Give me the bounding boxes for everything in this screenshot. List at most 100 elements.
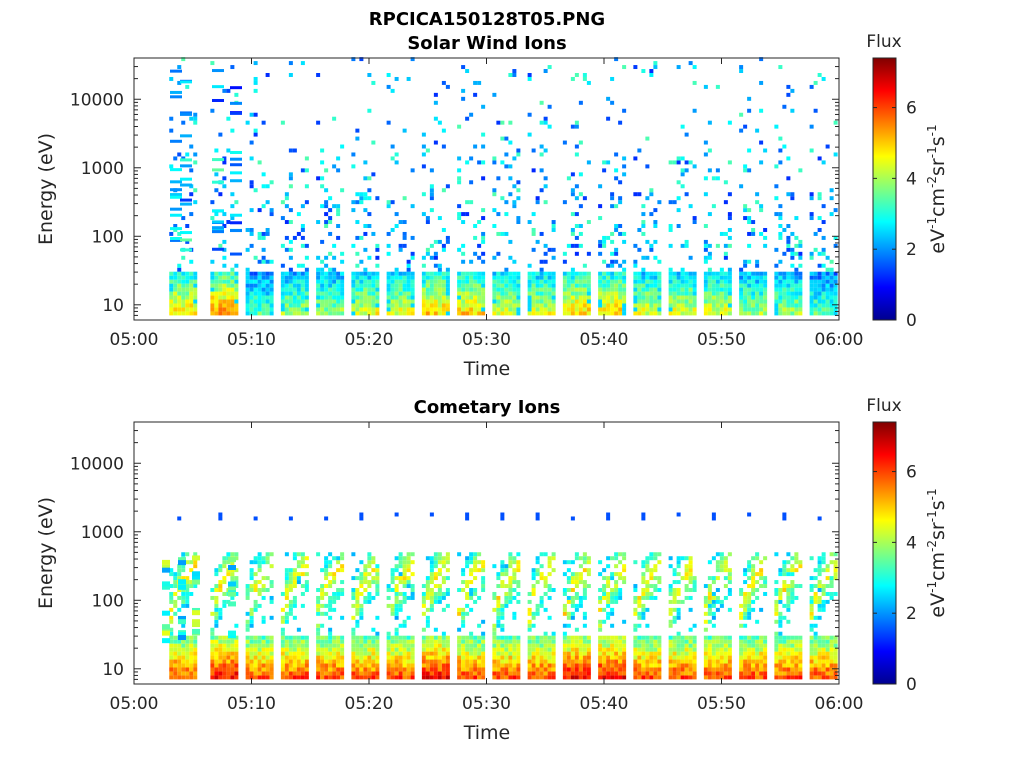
heatmap-cell [622,108,627,113]
heatmap-cell [551,663,556,668]
heatmap-cell [170,180,182,184]
heatmap-cell [715,647,720,652]
heatmap-cell [481,631,486,636]
heatmap-cell [394,659,399,664]
heatmap-cell [284,295,289,300]
heatmap-cell [618,196,623,201]
heatmap-cell [425,623,430,628]
heatmap-cell [778,291,783,296]
heatmap-cell [606,643,611,648]
heatmap-cell [751,227,756,232]
heatmap-cell [692,287,697,292]
heatmap-cell [390,227,395,232]
heatmap-cell [743,675,748,680]
heatmap-cell [421,603,426,608]
heatmap-cell [743,655,748,660]
heatmap-cell [181,599,186,604]
heatmap-cell [500,299,505,304]
heatmap-cell [676,295,681,300]
heatmap-cell [602,243,607,248]
heatmap-cell [562,271,567,276]
heatmap-cell [516,599,521,604]
heatmap-cell [433,627,438,632]
heatmap-cell [429,275,434,280]
heatmap-cell [177,271,182,276]
heatmap-cell [461,259,466,264]
heatmap-cell [778,212,783,217]
heatmap-cell [465,287,470,292]
heatmap-cell [437,552,442,557]
heatmap-cell [790,283,795,288]
heatmap-cell [218,643,223,648]
heatmap-cell [425,220,430,225]
heatmap-cell [794,283,799,288]
heatmap-cell [173,671,178,676]
heatmap-cell [574,603,579,608]
heatmap-cell [386,655,391,660]
heatmap-cell [230,65,235,70]
heatmap-cell [398,639,403,644]
heatmap-cell [786,595,791,600]
heatmap-cell [551,659,556,664]
heatmap-cell [300,227,305,232]
heatmap-cell [234,580,239,585]
heatmap-cell [633,663,638,668]
heatmap-cell [181,595,186,600]
heatmap-cell [457,635,462,640]
heatmap-cell [531,667,536,672]
heatmap-cell [688,659,693,664]
heatmap-cell [786,247,791,252]
heatmap-cell [782,663,787,668]
heatmap-cell [316,552,321,557]
heatmap-cell [193,663,198,668]
heatmap-cell [230,279,235,284]
heatmap-cell [606,279,611,284]
heatmap-cell [570,188,575,193]
heatmap-cell [371,231,376,236]
heatmap-cell [707,148,712,153]
heatmap-cell [230,675,235,680]
heatmap-cell [551,556,556,561]
heatmap-cell [672,591,677,596]
heatmap-cell [371,663,376,668]
heatmap-cell [245,667,250,672]
heatmap-cell [790,599,795,604]
heatmap-cell [230,179,242,183]
heatmap-cell [637,279,642,284]
heatmap-cell [778,619,783,624]
heatmap-cell [711,659,716,664]
heatmap-cell [778,663,783,668]
colorbar-tick-label: 2 [906,240,917,260]
heatmap-cell [637,659,642,664]
heatmap-cell [300,287,305,292]
heatmap-cell [539,275,544,280]
heatmap-cell [169,275,174,280]
heatmap-cell [574,73,579,77]
heatmap-cell [582,307,587,312]
heatmap-cell [739,307,744,312]
heatmap-cell [410,279,415,284]
heatmap-cell [539,595,544,600]
heatmap-cell [469,271,474,276]
heatmap-cell [457,611,462,616]
heatmap-cell [622,576,627,581]
heatmap-cell [610,263,615,268]
heatmap-cell [230,213,242,217]
heatmap-cell [618,552,623,557]
heatmap-cell [371,568,376,573]
heatmap-cell [531,279,536,284]
heatmap-cell [265,231,270,236]
heatmap-cell [727,568,732,573]
heatmap-cell [707,212,712,217]
heatmap-cell [226,560,231,565]
heatmap-cell [551,639,556,644]
heatmap-cell [743,635,748,640]
heatmap-cell [668,299,673,304]
heatmap-cell [821,663,826,668]
heatmap-cell [320,667,325,672]
heatmap-cell [680,647,685,652]
heatmap-cell [574,591,579,596]
heatmap-cell [610,307,615,312]
heatmap-cell [185,152,190,157]
heatmap-cell [751,599,756,604]
